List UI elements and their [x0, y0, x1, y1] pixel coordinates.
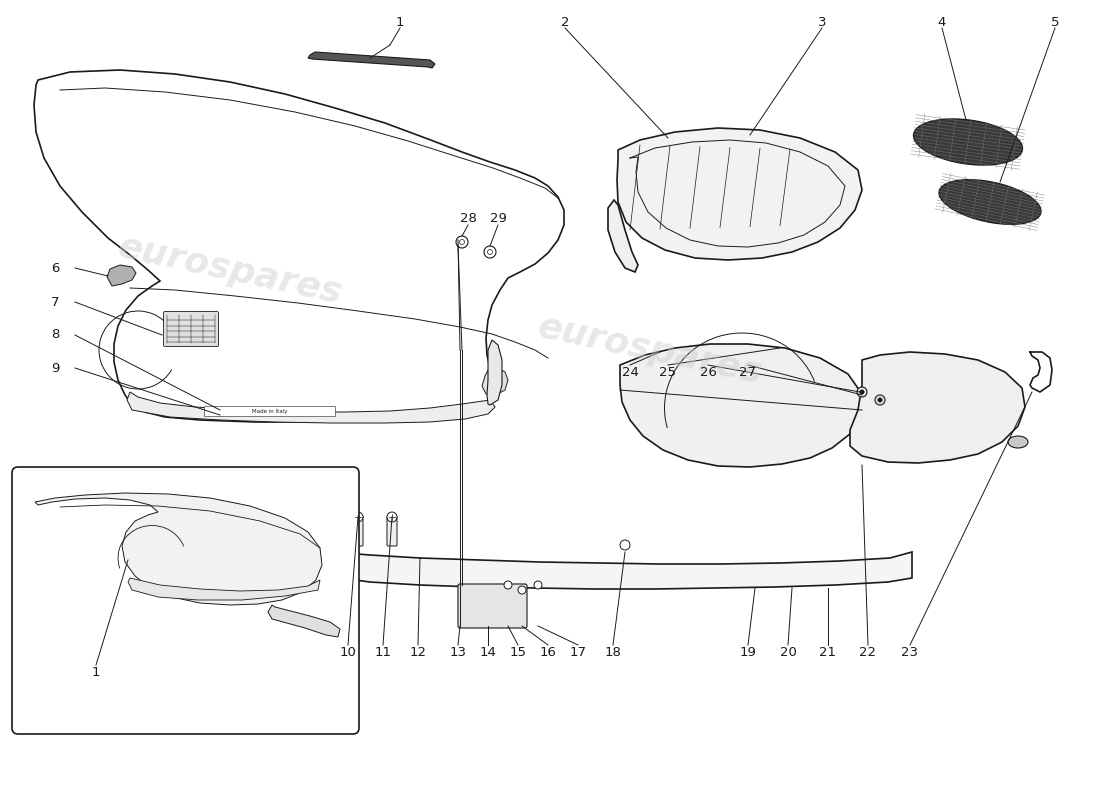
- Text: 5: 5: [1050, 15, 1059, 29]
- Text: 24: 24: [621, 366, 638, 378]
- Polygon shape: [35, 493, 322, 605]
- Polygon shape: [487, 340, 502, 405]
- Polygon shape: [482, 368, 508, 395]
- Circle shape: [874, 395, 886, 405]
- Polygon shape: [913, 119, 1023, 165]
- FancyBboxPatch shape: [164, 311, 219, 346]
- Circle shape: [504, 581, 512, 589]
- Text: Made in Italy: Made in Italy: [252, 409, 288, 414]
- Circle shape: [857, 387, 867, 397]
- FancyBboxPatch shape: [387, 516, 397, 546]
- FancyBboxPatch shape: [458, 584, 527, 628]
- Text: 29: 29: [490, 211, 506, 225]
- Circle shape: [518, 586, 526, 594]
- Text: 18: 18: [605, 646, 621, 658]
- Polygon shape: [128, 578, 320, 600]
- Text: 25: 25: [660, 366, 676, 378]
- Text: 27: 27: [739, 366, 757, 378]
- Text: 17: 17: [570, 646, 586, 658]
- Text: 16: 16: [540, 646, 557, 658]
- Text: 6: 6: [51, 262, 59, 274]
- Text: 23: 23: [902, 646, 918, 658]
- Text: 14: 14: [480, 646, 496, 658]
- Text: 21: 21: [820, 646, 836, 658]
- Text: eurospares: eurospares: [114, 230, 345, 310]
- Text: 20: 20: [780, 646, 796, 658]
- Polygon shape: [126, 392, 495, 423]
- Circle shape: [620, 540, 630, 550]
- Text: 8: 8: [51, 329, 59, 342]
- Text: eurospares: eurospares: [535, 310, 766, 390]
- Circle shape: [484, 246, 496, 258]
- Text: 10: 10: [340, 646, 356, 658]
- Polygon shape: [268, 605, 340, 637]
- Polygon shape: [608, 200, 638, 272]
- Text: 3: 3: [817, 15, 826, 29]
- Text: 1: 1: [396, 15, 405, 29]
- Polygon shape: [107, 265, 136, 286]
- Text: 7: 7: [51, 295, 59, 309]
- FancyBboxPatch shape: [353, 516, 363, 546]
- Text: 1: 1: [91, 666, 100, 678]
- Text: 22: 22: [859, 646, 877, 658]
- Polygon shape: [620, 344, 862, 467]
- Ellipse shape: [1008, 436, 1028, 448]
- Text: 15: 15: [509, 646, 527, 658]
- Polygon shape: [939, 180, 1041, 224]
- Text: 26: 26: [700, 366, 716, 378]
- Text: 19: 19: [739, 646, 757, 658]
- Polygon shape: [308, 52, 435, 68]
- Text: 4: 4: [938, 15, 946, 29]
- Circle shape: [353, 512, 363, 522]
- Polygon shape: [850, 352, 1025, 463]
- Text: 11: 11: [374, 646, 392, 658]
- Text: 13: 13: [450, 646, 466, 658]
- Circle shape: [534, 581, 542, 589]
- Text: 28: 28: [460, 211, 476, 225]
- Circle shape: [859, 390, 865, 394]
- Text: 9: 9: [51, 362, 59, 374]
- Circle shape: [456, 236, 468, 248]
- FancyBboxPatch shape: [12, 467, 359, 734]
- Text: 2: 2: [561, 15, 570, 29]
- FancyBboxPatch shape: [205, 406, 336, 417]
- Text: 12: 12: [409, 646, 427, 658]
- Circle shape: [387, 512, 397, 522]
- Circle shape: [878, 398, 882, 402]
- Polygon shape: [617, 128, 862, 260]
- Polygon shape: [332, 552, 912, 589]
